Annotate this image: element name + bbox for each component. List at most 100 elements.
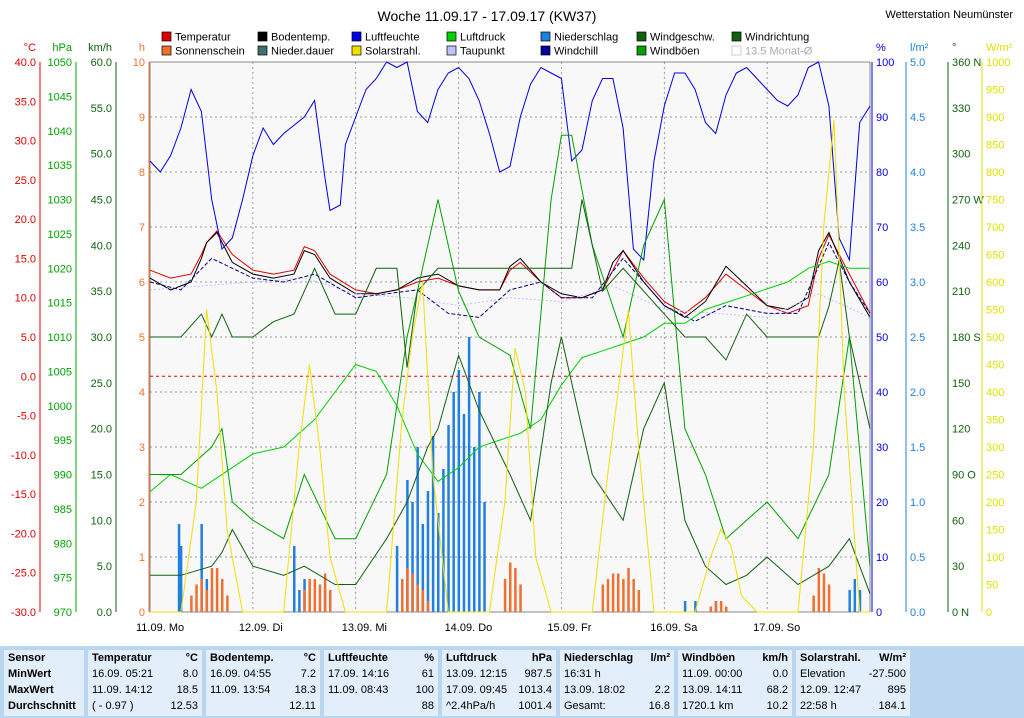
stats-cell-value: 16.8 [648,700,670,712]
stats-col-unit: km/h [762,652,788,664]
stats-cell-label: 11.09. 13:54 [210,684,271,696]
bar-sonnenschein [190,595,193,612]
wm2-tick-label: 250 [986,470,1004,482]
lm2-tick-label: 0.0 [910,607,925,619]
wm2-tick-label: 700 [986,222,1004,234]
stats-cell-label: 13.09. 18:02 [564,684,626,696]
pct-tick-label: 0 [876,607,882,619]
x-tick-label: 12.09. Di [239,622,283,634]
stats-cell-value: 1001.4 [518,700,552,712]
pct-axis-unit: % [876,42,886,54]
bar-niederschlag [853,579,857,612]
kmh-tick-label: 45.0 [91,195,112,207]
bar-sonnenschein [318,584,322,612]
temp-tick-label: -20.0 [11,528,36,540]
bar-sonnenschein [725,606,728,612]
stats-cell-value: 8.0 [182,668,198,680]
hours-tick-label: 10 [133,57,145,69]
legend-swatch [446,31,457,42]
lm2-tick-label: 5.0 [910,57,925,69]
pct-tick-label: 100 [876,57,894,69]
bar-niederschlag [406,480,409,612]
stats-col: Solarstrahl. W/m² Elevation -27.500 12.09. 1… [796,650,910,716]
series-solarstrahl- [150,119,870,613]
deg-axis-unit: ° [952,42,956,54]
stats-col-header: Windböen [682,652,736,664]
stats-col: Windböen km/h 11.09. 00:00 0.0 13.09. 14:11 6… [678,650,792,716]
temp-tick-label: -30.0 [11,607,36,619]
pct-tick-label: 30 [876,442,888,454]
station-name: Wetterstation Neumünster [885,9,1013,21]
hpa-tick-label: 995 [54,435,72,447]
bar-sonnenschein [329,590,332,612]
stats-cell-label: 16:31 h [564,668,601,680]
wm2-tick-label: 550 [986,305,1004,317]
bar-sonnenschein [221,579,224,612]
bar-sonnenschein [503,579,507,612]
bar-sonnenschein [210,568,214,612]
legend-label: Temperatur [175,32,231,44]
kmh-tick-label: 30.0 [91,332,112,344]
stats-cell-value: 68.2 [766,684,788,696]
stats-cell-label: 12.09. 12:47 [800,684,862,696]
pct-tick-label: 70 [876,222,888,234]
bar-niederschlag [694,601,697,612]
bar-niederschlag [437,513,440,612]
deg-tick-label: 270 W [952,195,984,207]
stats-col-unit: °C [185,652,198,664]
bar-sonnenschein [200,579,203,612]
wm2-tick-label: 850 [986,140,1004,152]
chart-title: Woche 11.09.17 - 17.09.17 (KW37) [378,8,597,24]
stats-cell-value: 2.2 [654,684,670,696]
bar-niederschlag [395,546,399,612]
pct-tick-label: 50 [876,332,888,344]
deg-tick-label: 0 N [952,607,969,619]
bar-sonnenschein [637,590,641,612]
temp-tick-label: 40.0 [15,57,36,69]
hours-tick-label: 9 [139,112,145,124]
wm2-tick-label: 0 [986,607,992,619]
bar-sonnenschein [421,590,425,612]
hours-tick-label: 7 [139,222,145,234]
stats-cell-label: 13.09. 14:11 [682,684,743,696]
line-series [149,61,871,613]
stats-cell-value: 88 [421,700,434,712]
pct-tick-label: 20 [876,497,888,509]
kmh-tick-label: 10.0 [91,515,112,527]
wm2-tick-label: 50 [986,580,998,592]
stats-cell-label: 1720.1 km [682,700,734,712]
bar-niederschlag [467,337,471,612]
stats-cell-value: 18.5 [176,684,198,696]
kmh-tick-label: 40.0 [91,240,112,252]
hpa-tick-label: 1030 [48,195,72,207]
kmh-axis-unit: km/h [88,42,112,54]
series-windchill [149,241,871,322]
deg-tick-label: 180 S [952,332,981,344]
bar-sonnenschein [632,579,635,612]
wm2-tick-label: 1000 [986,57,1010,69]
hpa-tick-label: 1045 [48,91,72,103]
stats-cell-value: 100 [415,684,434,696]
hours-axis-unit: h [139,42,145,54]
legend-label: Luftdruck [460,32,506,44]
bar-sonnenschein [606,579,610,612]
bar-sonnenschein [627,568,630,612]
stats-col: Bodentemp. °C 16.09. 04:55 7.2 11.09. 13:54 1… [206,650,320,716]
legend-swatch [540,31,551,42]
legend-label: Sonnenschein [175,46,245,58]
wm2-tick-label: 300 [986,442,1004,454]
temp-tick-label: -10.0 [11,450,36,462]
stats-row-labels: Sensor MinWert MaxWert Durchschnitt [4,650,84,716]
stats-cell-value: 12.53 [170,700,198,712]
bar-niederschlag [457,370,461,612]
bar-sonnenschein [514,568,517,612]
stats-cell-label: Gesamt: [564,700,606,712]
hpa-tick-label: 1025 [48,229,72,241]
lm2-tick-label: 4.5 [910,112,925,124]
bar-niederschlag [421,524,425,612]
bar-sonnenschein [622,579,625,612]
wm2-tick-label: 650 [986,250,1004,262]
hpa-tick-label: 985 [54,504,72,516]
bar-sonnenschein [827,584,831,612]
legend-swatch [257,45,268,56]
